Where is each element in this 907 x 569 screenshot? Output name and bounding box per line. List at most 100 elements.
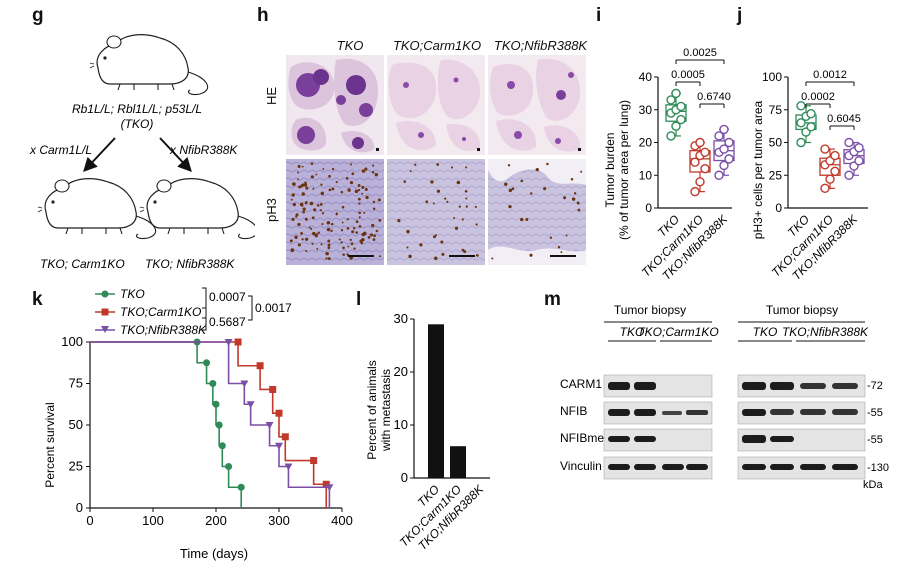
y-axis-label: Percent of animals [365, 360, 379, 459]
genotype-short-label: (TKO) [121, 117, 154, 131]
data-point [700, 147, 710, 158]
data-point [796, 101, 806, 111]
data-point [695, 177, 705, 187]
data-point [854, 156, 864, 166]
blot-group-tko-left: TKO [620, 325, 645, 339]
data-point [820, 183, 830, 194]
cross-right-label: x NfibR388K [169, 143, 238, 157]
panel-letter-k: k [32, 289, 43, 310]
data-point [724, 137, 734, 148]
y-tick-label: 10 [394, 417, 408, 432]
histology-col-label-1: TKO [336, 38, 364, 53]
y-tick-label: 0 [401, 470, 408, 485]
y-tick-label: 25 [769, 168, 783, 182]
y-tick-label: 100 [61, 334, 83, 349]
panel-letter-l: l [356, 289, 362, 310]
mw-marker: -130 [867, 462, 889, 474]
y-tick-label: 30 [639, 103, 653, 117]
x-tick-label: 400 [331, 513, 353, 528]
y-axis-label: Tumor burden [603, 133, 617, 208]
data-point [265, 422, 274, 429]
genotype-label: Rb1L/L; Rbl1L/L; p53L/L [72, 102, 202, 116]
data-point [844, 137, 854, 148]
data-point [310, 457, 318, 465]
data-point [225, 463, 233, 470]
panel-letter-h: h [257, 5, 269, 26]
p-value-label: 0.0007 [209, 290, 246, 304]
y-tick-label: 75 [769, 103, 783, 117]
y-axis-label: Percent survival [43, 402, 57, 487]
mw-marker: -72 [867, 380, 883, 392]
data-point [825, 174, 835, 184]
data-point [719, 144, 729, 154]
data-point [325, 484, 334, 492]
data-point [830, 150, 840, 161]
y-tick-label: 40 [639, 70, 653, 84]
data-point [666, 95, 676, 105]
data-point [281, 433, 289, 441]
bar [472, 478, 488, 479]
ph3-positive-cells-carm1ko [397, 163, 479, 260]
data-point [671, 88, 681, 99]
p-value-label: 0.6045 [827, 113, 861, 125]
histology-col-label-3: TKO;NfibR388K [493, 38, 588, 53]
bar [450, 446, 466, 478]
blot-header-right: Tumor biopsy [766, 303, 838, 317]
scale-bar [578, 148, 581, 151]
y-tick-label: 20 [394, 364, 408, 379]
blot-row-label-vinculin: Vinculin [560, 459, 602, 473]
metastasis-bar-chart: Percent of animals with metastasis 0 10 20… [365, 311, 490, 553]
y-tick-label: 100 [762, 70, 782, 84]
data-point [209, 380, 217, 387]
data-point [806, 108, 816, 119]
mw-unit: kDa [863, 479, 883, 490]
data-point [666, 131, 676, 141]
x-tick-label: 200 [205, 513, 227, 528]
y-tick-label: 30 [394, 311, 408, 326]
data-point [719, 124, 729, 135]
p-value-label: 0.6740 [697, 91, 731, 103]
data-point [844, 170, 854, 180]
data-point [830, 166, 840, 177]
scale-bar [550, 255, 576, 257]
offspring-mouse-right-icon [139, 178, 255, 240]
y-tick-label: 0 [775, 201, 782, 215]
data-point [269, 385, 277, 393]
data-point [719, 160, 729, 171]
data-point [796, 137, 806, 148]
panel-letter-i: i [596, 5, 602, 26]
y-axis-label: with metastasis [379, 369, 393, 452]
histology-col-label-2: TKO;Carm1KO [392, 38, 482, 53]
data-point [275, 442, 283, 450]
data-point [246, 401, 255, 409]
western-blot: Tumor biopsy Tumor biopsy TKO TKO;Carm1K… [560, 303, 889, 490]
data-point [695, 137, 705, 148]
data-point [275, 409, 283, 417]
p-value-brackets: 0.0012 0.0002 0.6045 [801, 69, 861, 130]
y-tick-label: 25 [69, 459, 83, 474]
data-point [215, 421, 223, 429]
data-point [714, 170, 724, 180]
data-point [218, 442, 226, 450]
data-point [700, 163, 710, 174]
histology-image-grid [286, 55, 586, 265]
y-tick-label: 50 [69, 417, 83, 432]
blot-row-label-nfibme2a: NFIBme2a [560, 431, 618, 445]
data-point [820, 144, 830, 154]
panel-letter-j: j [737, 5, 743, 26]
y-tick-label: 20 [639, 136, 653, 150]
ph3-image-carm1ko [387, 159, 485, 265]
legend-item-nfib: TKO;NfibR388K [120, 323, 207, 337]
legend-item-tko: TKO [120, 287, 145, 301]
y-axis-label: (% of tumor area per lung) [617, 100, 631, 240]
blot-row-label-carm1: CARM1 [560, 377, 602, 391]
panel-letter-g: g [32, 5, 44, 26]
blot-group-tko-right: TKO [753, 325, 778, 339]
x-axis-label: Time (days) [180, 546, 248, 561]
ph3-cells-boxplot: pH3+ cells per tumor area 0255075100TKOT… [751, 69, 868, 283]
scale-bar [477, 148, 480, 151]
parent-mouse-icon [89, 34, 209, 96]
mw-marker: -55 [867, 434, 883, 446]
blot-row-label-nfib: NFIB [560, 404, 587, 418]
data-point [854, 143, 864, 153]
